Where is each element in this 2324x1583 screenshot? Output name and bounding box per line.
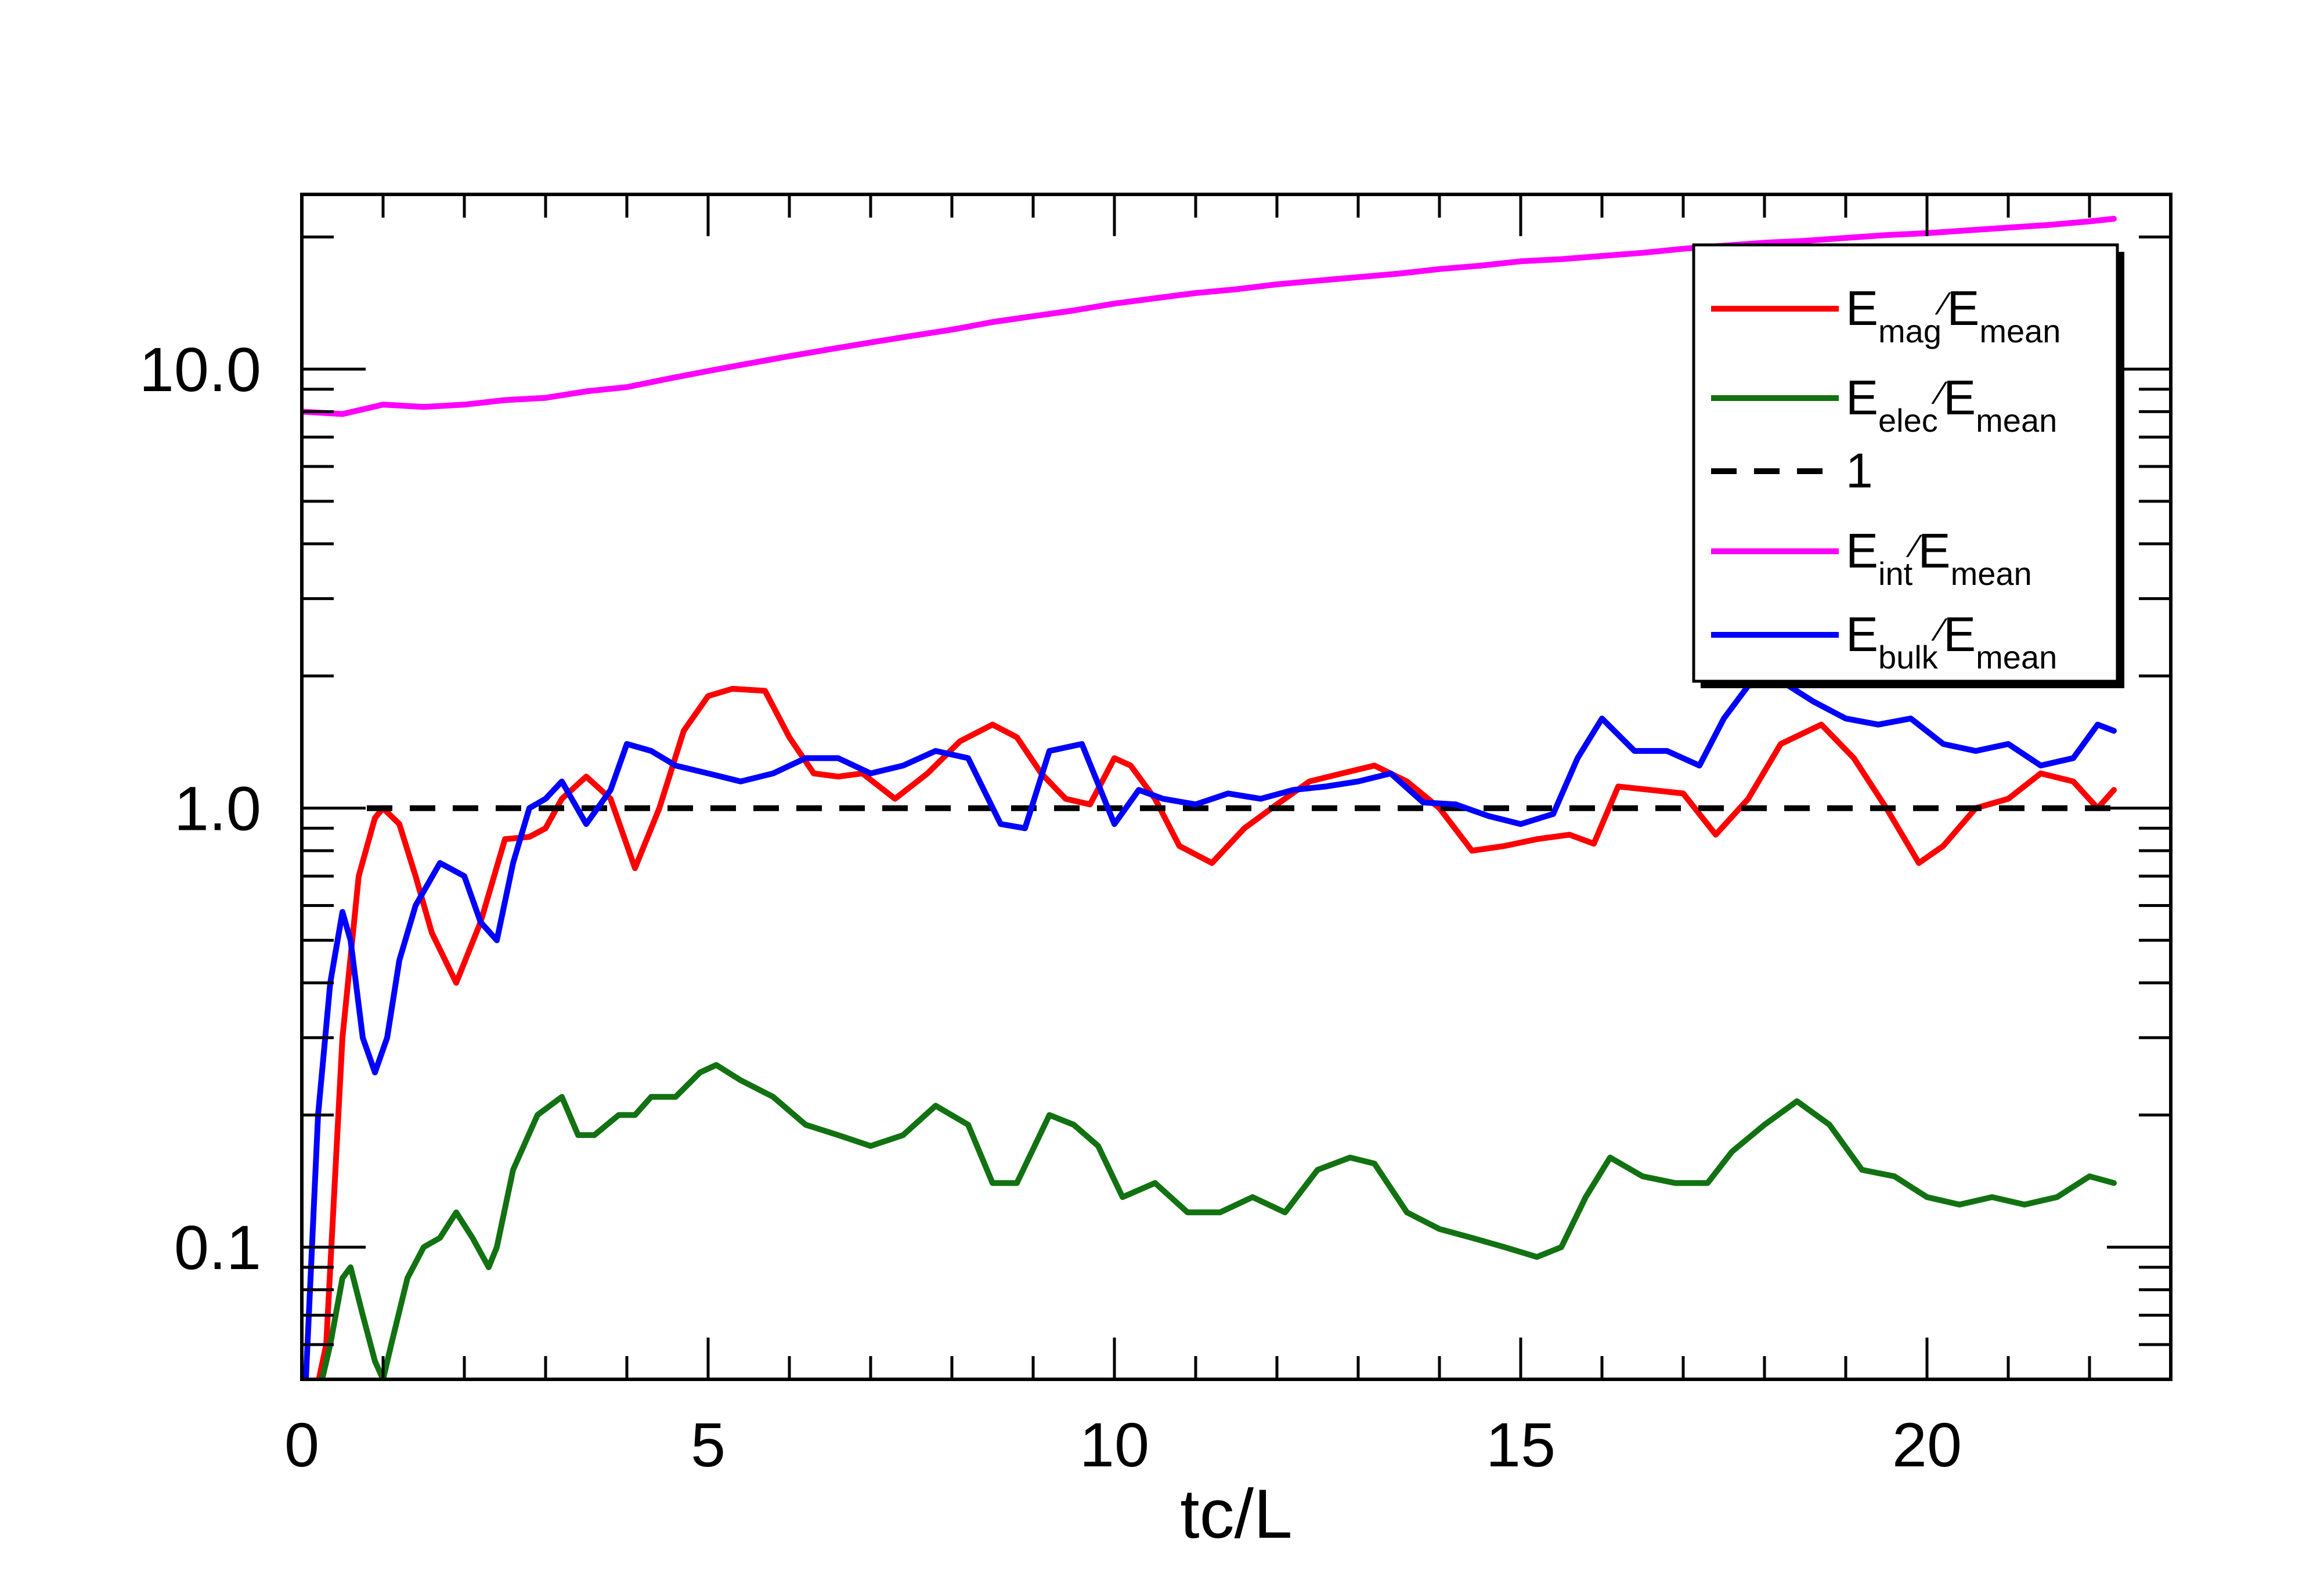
series-line-3 bbox=[302, 216, 2117, 417]
legend-label-2: 1 bbox=[1846, 443, 1873, 498]
axis-ticks bbox=[300, 194, 2173, 1381]
legend: Emag⁄EmeanEelec⁄Emean1Eint⁄EmeanEbulk⁄Em… bbox=[1692, 243, 2124, 688]
plot-area-frame bbox=[300, 193, 2173, 1381]
axis-tick-labels: 0 5 10 15 20 0.1 1.0 10.0 bbox=[139, 334, 1962, 1480]
series-line-1 bbox=[319, 1062, 2117, 1379]
x-tick-label: 15 bbox=[1486, 1409, 1556, 1480]
x-tick-label: 10 bbox=[1080, 1409, 1149, 1480]
legend-label-1: Eelec⁄Emean bbox=[1846, 370, 2057, 439]
y-tick-label: 1.0 bbox=[174, 774, 261, 844]
legend-label-4: Ebulk⁄Emean bbox=[1846, 607, 2057, 675]
x-tick-label: 20 bbox=[1892, 1409, 1962, 1480]
x-tick-label: 0 bbox=[284, 1409, 319, 1480]
x-tick-label: 5 bbox=[691, 1409, 726, 1480]
x-axis-title: tc/L bbox=[1180, 1475, 1292, 1553]
y-tick-label: 0.1 bbox=[174, 1212, 261, 1282]
legend-box bbox=[1692, 243, 2119, 683]
y-tick-label: 10.0 bbox=[139, 334, 261, 404]
series-line-0 bbox=[316, 686, 2117, 1379]
